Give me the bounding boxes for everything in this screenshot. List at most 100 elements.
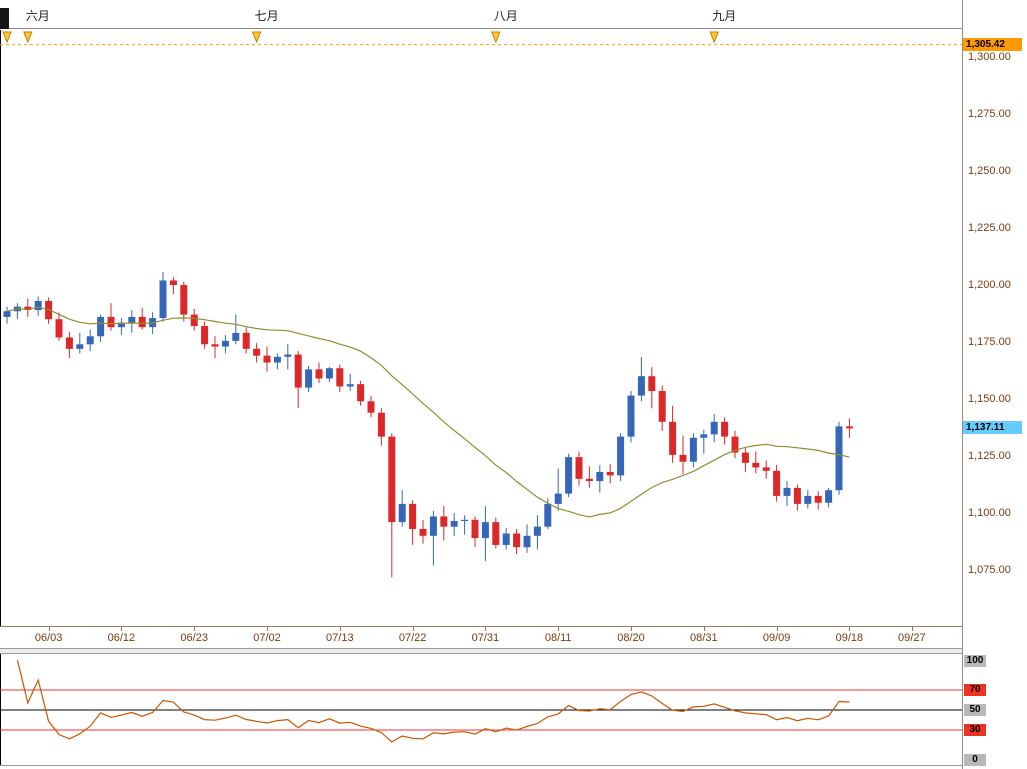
candle-body	[169, 280, 177, 285]
date-tickmark	[703, 627, 705, 631]
candle-body	[263, 355, 271, 363]
candle-body	[117, 322, 125, 328]
candle-body	[315, 369, 323, 379]
candle-body	[648, 376, 656, 392]
date-tickmark	[121, 627, 123, 631]
date-tickmark	[911, 627, 913, 631]
date-tickmark	[631, 627, 632, 631]
rsi-level-badge-50: 50	[964, 704, 986, 716]
candle-body	[533, 526, 541, 536]
rsi-level-badge-0: 0	[964, 754, 986, 766]
date-tick-label: 09/18	[835, 632, 864, 644]
candle-body	[201, 326, 209, 345]
candle-body	[461, 519, 469, 521]
candle-body	[741, 452, 749, 463]
candle-body	[24, 306, 32, 311]
candle-body	[398, 503, 406, 523]
scrollbar-fragment[interactable]	[0, 8, 9, 29]
month-axis: 六月 七月 八月 九月	[0, 0, 1027, 29]
candle-body	[294, 354, 302, 388]
candle-body	[55, 319, 63, 338]
candle-body	[273, 356, 281, 363]
candle-body	[606, 471, 614, 476]
month-flag-icon	[491, 31, 501, 44]
date-tickmark	[776, 627, 778, 631]
candle-body	[502, 533, 510, 545]
date-tickmark	[48, 627, 50, 631]
candle-body	[825, 490, 833, 503]
candle-body	[3, 311, 11, 317]
candle-body	[325, 368, 333, 379]
last-price-badge: 1,137.11	[963, 421, 1022, 435]
date-tick-label: 06/03	[34, 632, 63, 644]
candle-body	[76, 344, 84, 349]
date-axis[interactable]: 06/03 06/12 06/23 07/02 07/13 07/22 07/31 08/11…	[0, 626, 1027, 648]
month-label: 九月	[712, 9, 737, 23]
candle-body	[627, 395, 635, 437]
date-tick-label: 08/11	[544, 632, 572, 644]
rsi-level-badge-70: 70	[964, 684, 986, 696]
candle-body	[804, 495, 812, 504]
candle-body	[367, 401, 375, 413]
moving-average-line	[6, 306, 850, 518]
rsi-indicator-chart[interactable]	[0, 654, 962, 766]
month-label: 七月	[254, 9, 279, 23]
candle-body	[513, 533, 521, 548]
candlestick-chart[interactable]	[0, 30, 962, 626]
candle-body	[721, 421, 729, 437]
candle-body	[762, 467, 770, 471]
candle-body	[523, 535, 531, 548]
candle-body	[221, 340, 229, 347]
price-axis[interactable]: 1,305.42 1,137.11 1,300.00 1,275.00 1,250.…	[962, 0, 1027, 769]
candle-body	[242, 332, 250, 349]
rsi-level-badge-30: 30	[964, 724, 986, 736]
month-label: 八月	[493, 9, 518, 23]
candle-body	[284, 354, 292, 357]
candle-body	[377, 412, 385, 437]
candle-body	[107, 316, 115, 328]
candle-body	[440, 516, 448, 527]
candle-body	[585, 478, 593, 482]
candle-body	[845, 426, 853, 429]
date-tick-label: 08/20	[617, 632, 645, 644]
candle-body	[783, 487, 791, 496]
candle-body	[658, 391, 666, 422]
candle-body	[429, 516, 437, 536]
candle-body	[637, 376, 645, 396]
month-label: 六月	[25, 9, 50, 23]
candle-body	[492, 522, 500, 545]
candle-body	[346, 384, 354, 387]
candle-body	[752, 462, 760, 468]
price-tick-label: 1,075.00	[968, 564, 1011, 576]
price-tick-label: 1,250.00	[968, 165, 1011, 177]
candle-body	[700, 434, 708, 438]
price-tick-label: 1,100.00	[968, 507, 1011, 519]
candle-body	[669, 421, 677, 455]
date-tickmark	[339, 627, 341, 631]
month-flag-icon	[251, 31, 262, 44]
date-tick-label: 07/31	[471, 632, 500, 644]
candle-body	[305, 369, 313, 388]
rsi-line	[16, 659, 850, 743]
candle-body	[773, 470, 781, 496]
candle-body	[617, 436, 625, 476]
date-tick-label: 08/31	[690, 632, 718, 644]
candle-body	[554, 493, 562, 504]
date-tick-label: 09/27	[898, 632, 926, 644]
candle-body	[575, 457, 583, 479]
date-tickmark	[849, 627, 851, 631]
month-flag-icon	[23, 31, 33, 44]
price-tick-label: 1,150.00	[968, 393, 1011, 405]
candle-body	[159, 280, 167, 319]
date-tick-label: 07/13	[326, 632, 354, 644]
price-tick-label: 1,300.00	[968, 51, 1011, 63]
candle-body	[357, 384, 365, 402]
month-flag-icon	[709, 31, 719, 44]
candle-body	[232, 332, 240, 341]
panel-splitter[interactable]	[0, 648, 1027, 654]
date-tickmark	[485, 627, 487, 631]
price-tick-label: 1,175.00	[968, 336, 1011, 348]
date-tickmark	[412, 627, 414, 631]
candle-body	[128, 316, 136, 323]
candle-body	[689, 437, 697, 462]
